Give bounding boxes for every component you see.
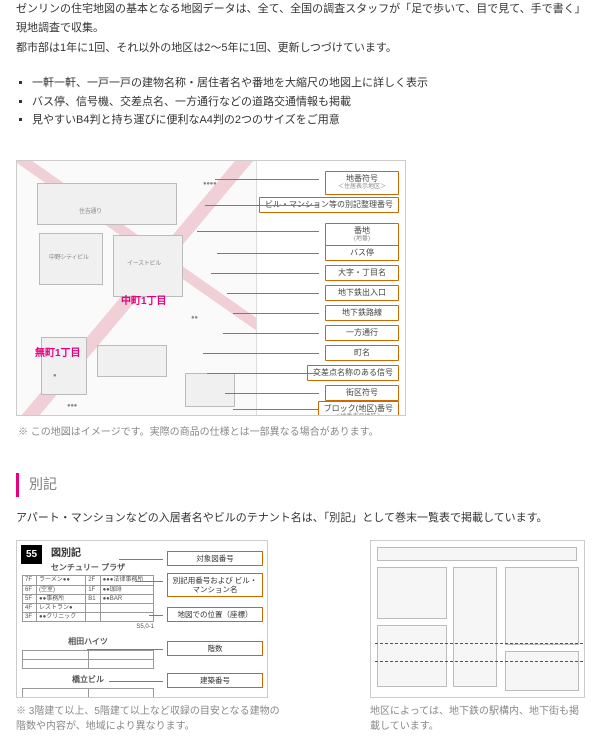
- bekki-cell: [100, 603, 153, 612]
- legend-lead-line: [225, 393, 319, 394]
- feature-list: 一軒一軒、一戸一戸の建物名称・居住者名や番地を大縮尺の地図上に詳しく表示 バス停…: [0, 64, 601, 140]
- map-building-block: [97, 345, 167, 377]
- map-building-block: [37, 183, 177, 225]
- bekki-cell: 3F: [23, 612, 37, 621]
- bekki-callout: 対象図番号: [167, 551, 263, 566]
- legend-callout: 地下鉄出入口: [325, 285, 399, 301]
- legend-callout: バス停: [325, 245, 399, 261]
- section-heading-bekki: 別記: [16, 473, 585, 497]
- legend-lead-line: [233, 313, 319, 314]
- bekki-panel: 55 図別記 センチュリー プラザ 7Fラーメン●●2F●●●法律事務所6F(空…: [16, 540, 268, 698]
- map-tiny-label: ●: [53, 371, 56, 381]
- map-tiny-label: 住吉通り: [79, 207, 102, 217]
- bekki-building1-table: 7Fラーメン●●2F●●●法律事務所6F(空室)1F●●珈琲5F●●事務所B1●…: [22, 575, 154, 621]
- legend-lead-line: [215, 179, 319, 180]
- figure-note: ※ この地図はイメージです。実際の商品の仕様とは一部異なる場合があります。: [16, 424, 585, 441]
- underground-block: [377, 547, 577, 561]
- legend-callout: 一方通行: [325, 325, 399, 341]
- underground-block: [453, 567, 497, 687]
- bekki-cell: 4F: [23, 603, 37, 612]
- map-building-block: [185, 373, 235, 407]
- bekki-cell: ●●珈琲: [100, 585, 153, 594]
- bekki-callout: 階数: [167, 641, 263, 656]
- bekki-cell: 7F: [23, 576, 37, 585]
- bekki-lead-line: [109, 681, 163, 682]
- bekki-cell: 5F: [23, 594, 37, 603]
- bekki-building3-name: 相田ハイツ: [22, 637, 154, 648]
- feature-item: 一軒一軒、一戸一戸の建物名称・居住者名や番地を大縮尺の地図上に詳しく表示: [32, 74, 585, 93]
- bekki-callout: 地図での位置（座標）: [167, 607, 263, 622]
- bekki-cell: 2F: [86, 576, 100, 585]
- address-label: 無町1丁目: [35, 345, 81, 362]
- legend-lead-line: [211, 273, 319, 274]
- map-tiny-label: ●●: [191, 313, 198, 323]
- intro-text: ゼンリンの住宅地図の基本となる地図データは、全て、全国の調査スタッフが「足で歩い…: [0, 0, 601, 64]
- map-tiny-label: イーストビル: [127, 259, 161, 269]
- intro-line-1: ゼンリンの住宅地図の基本となる地図データは、全て、全国の調査スタッフが「足で歩い…: [16, 0, 585, 37]
- bekki-cell: 1F: [86, 585, 100, 594]
- bekki-lead-line: [135, 581, 163, 582]
- bekki-cell: B1: [86, 594, 100, 603]
- map-canvas: 住吉通り中野シティビルイーストビル●●●●●●●●●●: [17, 161, 257, 416]
- bekki-lead-line: [119, 559, 163, 560]
- bekki-cell: 6F: [23, 585, 37, 594]
- legend-callout: 交差点名称のある信号: [307, 365, 399, 381]
- feature-item: 見やすいB4判と持ち運びに便利なA4判の2つのサイズをご用意: [32, 111, 585, 130]
- bekki-callout: 別記用番号および ビル・マンション名: [167, 573, 263, 598]
- bekki-callout: 建築番号: [167, 673, 263, 688]
- bekki-lead-line: [87, 649, 163, 650]
- underground-panel: [370, 540, 585, 698]
- legend-callout: 町名: [325, 345, 399, 361]
- bekki-cell: (空室): [36, 585, 85, 594]
- bekki-cell: ●●BAR: [100, 594, 153, 603]
- bekki-title-number: 55: [21, 545, 42, 564]
- legend-callout: 番地(地番): [325, 223, 399, 247]
- underground-block: [505, 567, 579, 645]
- bekki-cell: [100, 612, 153, 621]
- legend-lead-line: [217, 253, 319, 254]
- bekki-building1-ss: S5,0-1: [22, 623, 154, 631]
- underground-block: [505, 651, 579, 691]
- legend-lead-line: [233, 409, 319, 410]
- underground-block: [377, 567, 447, 619]
- bekki-cell: ラーメン●●: [36, 576, 85, 585]
- underground-block: [377, 625, 447, 687]
- bekki-title-text: 図別記: [51, 545, 81, 562]
- feature-item: バス停、信号機、交差点名、一方通行などの道路交通情報も掲載: [32, 93, 585, 112]
- sample-map-figure: 住吉通り中野シティビルイーストビル●●●●●●●●●● 中町1丁目 無町1丁目 …: [16, 160, 406, 416]
- bekki-building2-table: [22, 688, 154, 698]
- legend-lead-line: [207, 373, 319, 374]
- legend-callout: 街区符号: [325, 385, 399, 401]
- bekki-note: ※ 3階建て以上、5階建て以上など収録の目安となる建物の階数や内容が、地域により…: [16, 704, 286, 734]
- legend-callout: 地下鉄路線: [325, 305, 399, 321]
- legend-lead-line: [197, 231, 319, 232]
- legend-callout: 大字・丁目名: [325, 265, 399, 281]
- bekki-cell: レストラン●: [36, 603, 85, 612]
- bekki-lead-line: [149, 615, 163, 616]
- bekki-building1-name: センチュリー プラザ: [22, 563, 154, 574]
- underground-note: 地区によっては、地下鉄の駅構内、地下街も掲載しています。: [370, 704, 585, 734]
- bekki-cell: [86, 603, 100, 612]
- legend-lead-line: [203, 353, 319, 354]
- map-tiny-label: ●●●●: [203, 179, 216, 189]
- legend-callout: 地番符号＜住居表示地区＞: [325, 171, 399, 195]
- bekki-cell: ●●クリニック: [36, 612, 85, 621]
- bekki-cell: [86, 612, 100, 621]
- bekki-cell: ●●事務所: [36, 594, 85, 603]
- map-tiny-label: ●●●: [67, 401, 77, 411]
- section-desc: アパート・マンションなどの入居者名やビルのテナント名は、「別記」として巻末一覧表…: [0, 509, 601, 540]
- chome-label: 中町1丁目: [121, 293, 167, 310]
- legend-callout: ブロック(地区)番号＜地番表示地区＞: [318, 401, 399, 416]
- bekki-building-block: センチュリー プラザ 7Fラーメン●●2F●●●法律事務所6F(空室)1F●●珈…: [22, 563, 154, 698]
- legend-lead-line: [227, 293, 319, 294]
- map-tiny-label: 中野シティビル: [49, 253, 89, 263]
- intro-line-2: 都市部は1年に1回、それ以外の地区は2～5年に1回、更新しつづけています。: [16, 39, 585, 58]
- underground-rail-line: [375, 643, 583, 644]
- underground-rail-line: [375, 661, 583, 662]
- legend-lead-line: [205, 205, 319, 206]
- legend-lead-line: [223, 333, 319, 334]
- bekki-building3-table: [22, 650, 154, 669]
